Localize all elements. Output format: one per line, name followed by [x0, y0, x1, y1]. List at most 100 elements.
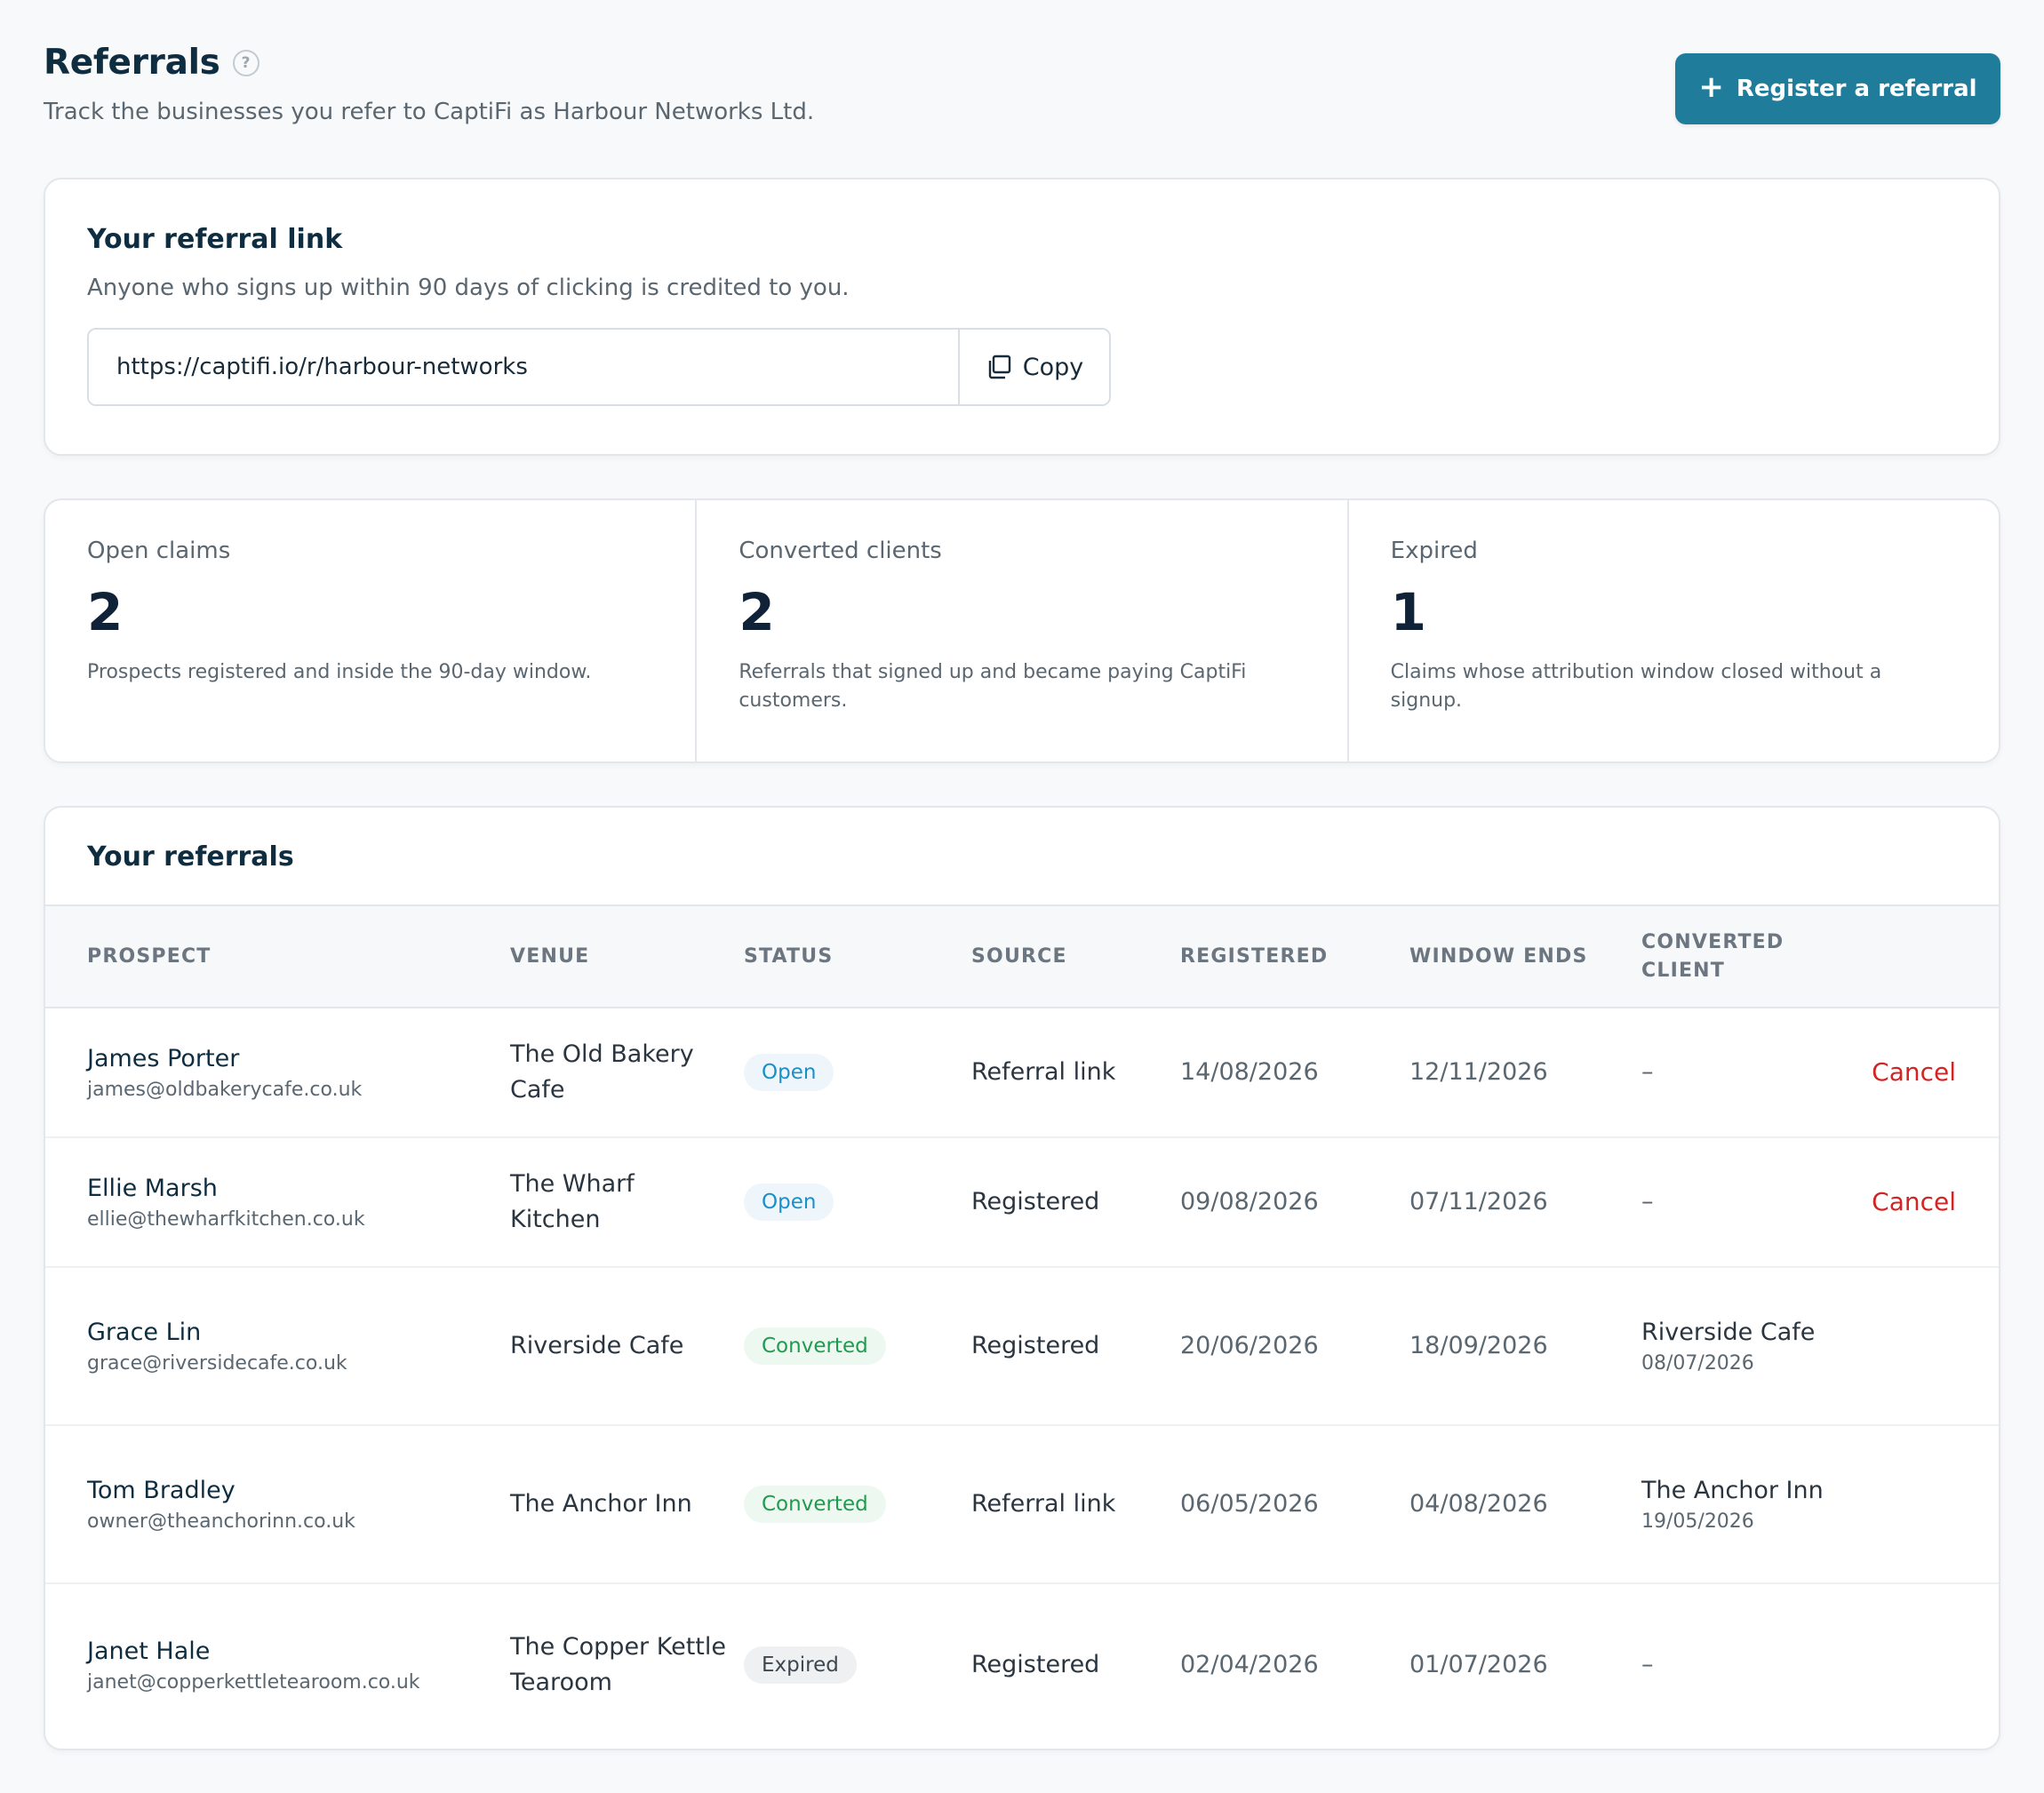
plus-icon: + [1698, 69, 1724, 105]
prospect-name: Grace Lin [87, 1319, 202, 1346]
venue-cell: The Old Bakery Cafe [510, 1040, 694, 1104]
referrals-title: Your referrals [87, 841, 294, 873]
table-row: Tom Bradley owner@theanchorinn.co.uk The… [45, 1425, 1999, 1583]
table-row: Ellie Marsh ellie@thewharfkitchen.co.uk … [45, 1137, 1999, 1267]
source-cell: Registered [971, 1650, 1100, 1678]
converted-client-cell: Riverside Cafe 08/07/2026 [1641, 1267, 1855, 1425]
stat-value: 2 [87, 582, 124, 642]
stat-label: Open claims [87, 538, 231, 564]
window-ends-cell: 18/09/2026 [1409, 1332, 1548, 1359]
column-header-prospect: PROSPECT [87, 944, 212, 968]
converted-client-value: – [1641, 1188, 1654, 1215]
stat-label: Converted clients [739, 538, 942, 564]
converted-date: 08/07/2026 [1641, 1352, 1754, 1375]
prospect-name: James Porter [87, 1045, 240, 1072]
actions-cell [1855, 1267, 1999, 1425]
venue-cell: The Copper Kettle Tearoom [510, 1632, 726, 1696]
window-ends-cell: 07/11/2026 [1409, 1188, 1548, 1215]
prospect-cell: James Porter james@oldbakerycafe.co.uk [45, 1008, 510, 1137]
prospect-cell: Ellie Marsh ellie@thewharfkitchen.co.uk [45, 1137, 510, 1267]
status-cell: Expired [744, 1583, 971, 1745]
page-header: Referrals ? Track the businesses you ref… [44, 43, 2000, 135]
source-cell: Registered [971, 1332, 1100, 1359]
registered-cell: 02/04/2026 [1180, 1650, 1319, 1678]
status-cell: Converted [744, 1425, 971, 1583]
prospect-cell: Tom Bradley owner@theanchorinn.co.uk [45, 1425, 510, 1583]
prospect-cell: Janet Hale janet@copperkettletearoom.co.… [45, 1583, 510, 1745]
referral-url-input[interactable] [89, 330, 958, 404]
status-badge: Open [744, 1183, 834, 1221]
prospect-name: Janet Hale [87, 1637, 211, 1665]
window-ends-cell: 01/07/2026 [1409, 1650, 1548, 1678]
venue-cell: The Anchor Inn [510, 1490, 692, 1518]
registered-cell: 09/08/2026 [1180, 1188, 1319, 1215]
registered-cell: 14/08/2026 [1180, 1058, 1319, 1086]
venue-cell: Riverside Cafe [510, 1332, 684, 1359]
stat-converted-clients: Converted clients 2 Referrals that signe… [697, 500, 1349, 761]
referrals-table: PROSPECT VENUE STATUS SOURCE REGISTERED … [45, 904, 1999, 1745]
source-cell: Referral link [971, 1490, 1116, 1518]
window-ends-cell: 12/11/2026 [1409, 1058, 1548, 1086]
status-cell: Converted [744, 1267, 971, 1425]
cancel-button[interactable]: Cancel [1872, 1057, 1956, 1087]
status-badge: Converted [744, 1327, 886, 1365]
stat-label: Expired [1390, 538, 1478, 564]
prospect-name: Ellie Marsh [87, 1175, 218, 1202]
stat-value: 1 [1390, 582, 1427, 642]
stat-description: Prospects registered and inside the 90-d… [87, 661, 592, 683]
prospect-email: ellie@thewharfkitchen.co.uk [87, 1208, 365, 1231]
page-subtitle: Track the businesses you refer to CaptiF… [44, 99, 815, 125]
stat-description: Referrals that signed up and became payi… [739, 661, 1247, 712]
stat-expired: Expired 1 Claims whose attribution windo… [1349, 500, 1999, 761]
column-header-registered: REGISTERED [1180, 944, 1329, 968]
help-icon[interactable]: ? [232, 49, 259, 76]
page-title: Referrals [44, 43, 220, 83]
prospect-email: janet@copperkettletearoom.co.uk [87, 1670, 420, 1693]
converted-date: 19/05/2026 [1641, 1510, 1754, 1533]
status-badge: Open [744, 1054, 834, 1091]
status-badge: Expired [744, 1646, 857, 1684]
status-cell: Open [744, 1137, 971, 1267]
table-row: Janet Hale janet@copperkettletearoom.co.… [45, 1583, 1999, 1745]
column-header-window-ends: WINDOW ENDS [1409, 944, 1588, 968]
register-referral-button[interactable]: + Register a referral [1675, 53, 2000, 124]
column-header-venue: VENUE [510, 944, 590, 968]
table-header-row: PROSPECT VENUE STATUS SOURCE REGISTERED … [45, 905, 1999, 1008]
referral-link-field: Copy [87, 328, 1111, 406]
prospect-email: owner@theanchorinn.co.uk [87, 1510, 355, 1533]
status-cell: Open [744, 1008, 971, 1137]
converted-client-value: – [1641, 1650, 1654, 1678]
stat-open-claims: Open claims 2 Prospects registered and i… [45, 500, 698, 761]
status-badge: Converted [744, 1486, 886, 1523]
actions-cell [1855, 1583, 1999, 1745]
converted-client-cell: – [1641, 1583, 1855, 1745]
column-header-converted-client: CONVERTED CLIENT [1641, 930, 1785, 982]
prospect-email: grace@riversidecafe.co.uk [87, 1352, 347, 1375]
registered-cell: 06/05/2026 [1180, 1490, 1319, 1518]
converted-client-name: Riverside Cafe [1641, 1319, 1816, 1346]
converted-client-name: The Anchor Inn [1641, 1477, 1824, 1504]
converted-client-cell: – [1641, 1137, 1855, 1267]
cancel-button[interactable]: Cancel [1872, 1187, 1956, 1216]
source-cell: Referral link [971, 1058, 1116, 1086]
table-row: James Porter james@oldbakerycafe.co.uk T… [45, 1008, 1999, 1137]
table-row: Grace Lin grace@riversidecafe.co.uk Rive… [45, 1267, 1999, 1425]
stat-description: Claims whose attribution window closed w… [1390, 661, 1882, 712]
column-header-actions [1855, 905, 1999, 1008]
source-cell: Registered [971, 1188, 1100, 1215]
copy-icon [988, 355, 1010, 379]
referral-link-title: Your referral link [87, 224, 343, 255]
referral-link-card: Your referral link Anyone who signs up w… [44, 178, 2000, 456]
copy-button[interactable]: Copy [958, 330, 1109, 404]
title-row: Referrals ? [44, 43, 2000, 83]
converted-client-cell: The Anchor Inn 19/05/2026 [1641, 1425, 1855, 1583]
converted-client-value: – [1641, 1058, 1654, 1086]
stats-card: Open claims 2 Prospects registered and i… [44, 498, 2000, 763]
referral-link-subtitle: Anyone who signs up within 90 days of cl… [87, 275, 850, 301]
prospect-cell: Grace Lin grace@riversidecafe.co.uk [45, 1267, 510, 1425]
stat-value: 2 [739, 582, 775, 642]
registered-cell: 20/06/2026 [1180, 1332, 1319, 1359]
venue-cell: The Wharf Kitchen [510, 1170, 635, 1233]
converted-client-cell: – [1641, 1008, 1855, 1137]
